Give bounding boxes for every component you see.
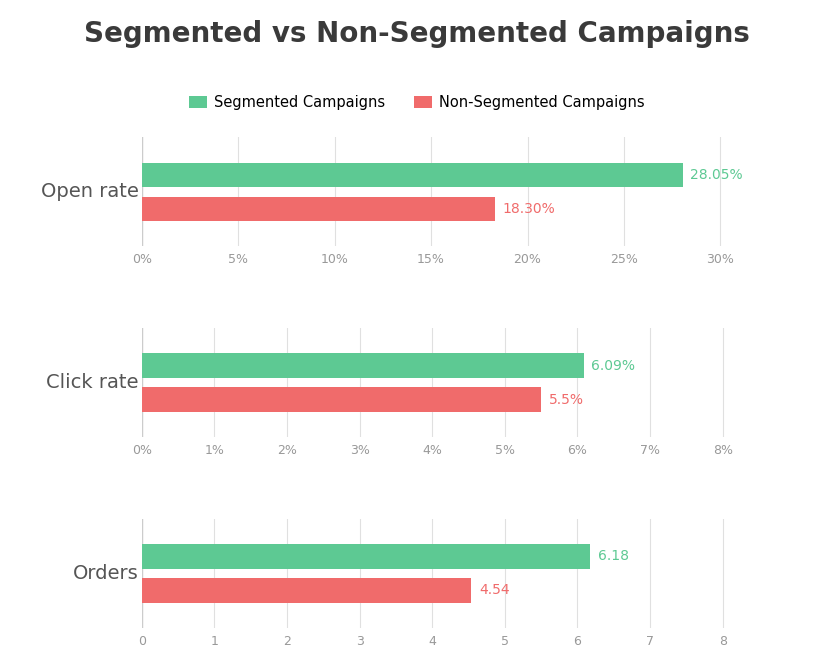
Text: 6.18: 6.18 [598, 549, 629, 563]
Bar [142, 163, 683, 187]
Y-axis label: Orders: Orders [73, 564, 138, 583]
Text: 4.54: 4.54 [479, 583, 510, 597]
Y-axis label: Click rate: Click rate [46, 373, 138, 392]
Bar [142, 578, 471, 602]
Legend: Segmented Campaigns, Non-Segmented Campaigns: Segmented Campaigns, Non-Segmented Campa… [183, 89, 651, 116]
Bar [142, 387, 541, 412]
Text: 6.09%: 6.09% [591, 358, 636, 373]
Text: 28.05%: 28.05% [691, 168, 743, 182]
Bar [142, 353, 584, 378]
Text: 18.30%: 18.30% [502, 202, 555, 216]
Bar [142, 197, 495, 221]
Text: Segmented vs Non-Segmented Campaigns: Segmented vs Non-Segmented Campaigns [84, 20, 750, 48]
Y-axis label: Open rate: Open rate [41, 182, 138, 201]
Text: 5.5%: 5.5% [549, 392, 584, 407]
Bar [142, 544, 590, 568]
